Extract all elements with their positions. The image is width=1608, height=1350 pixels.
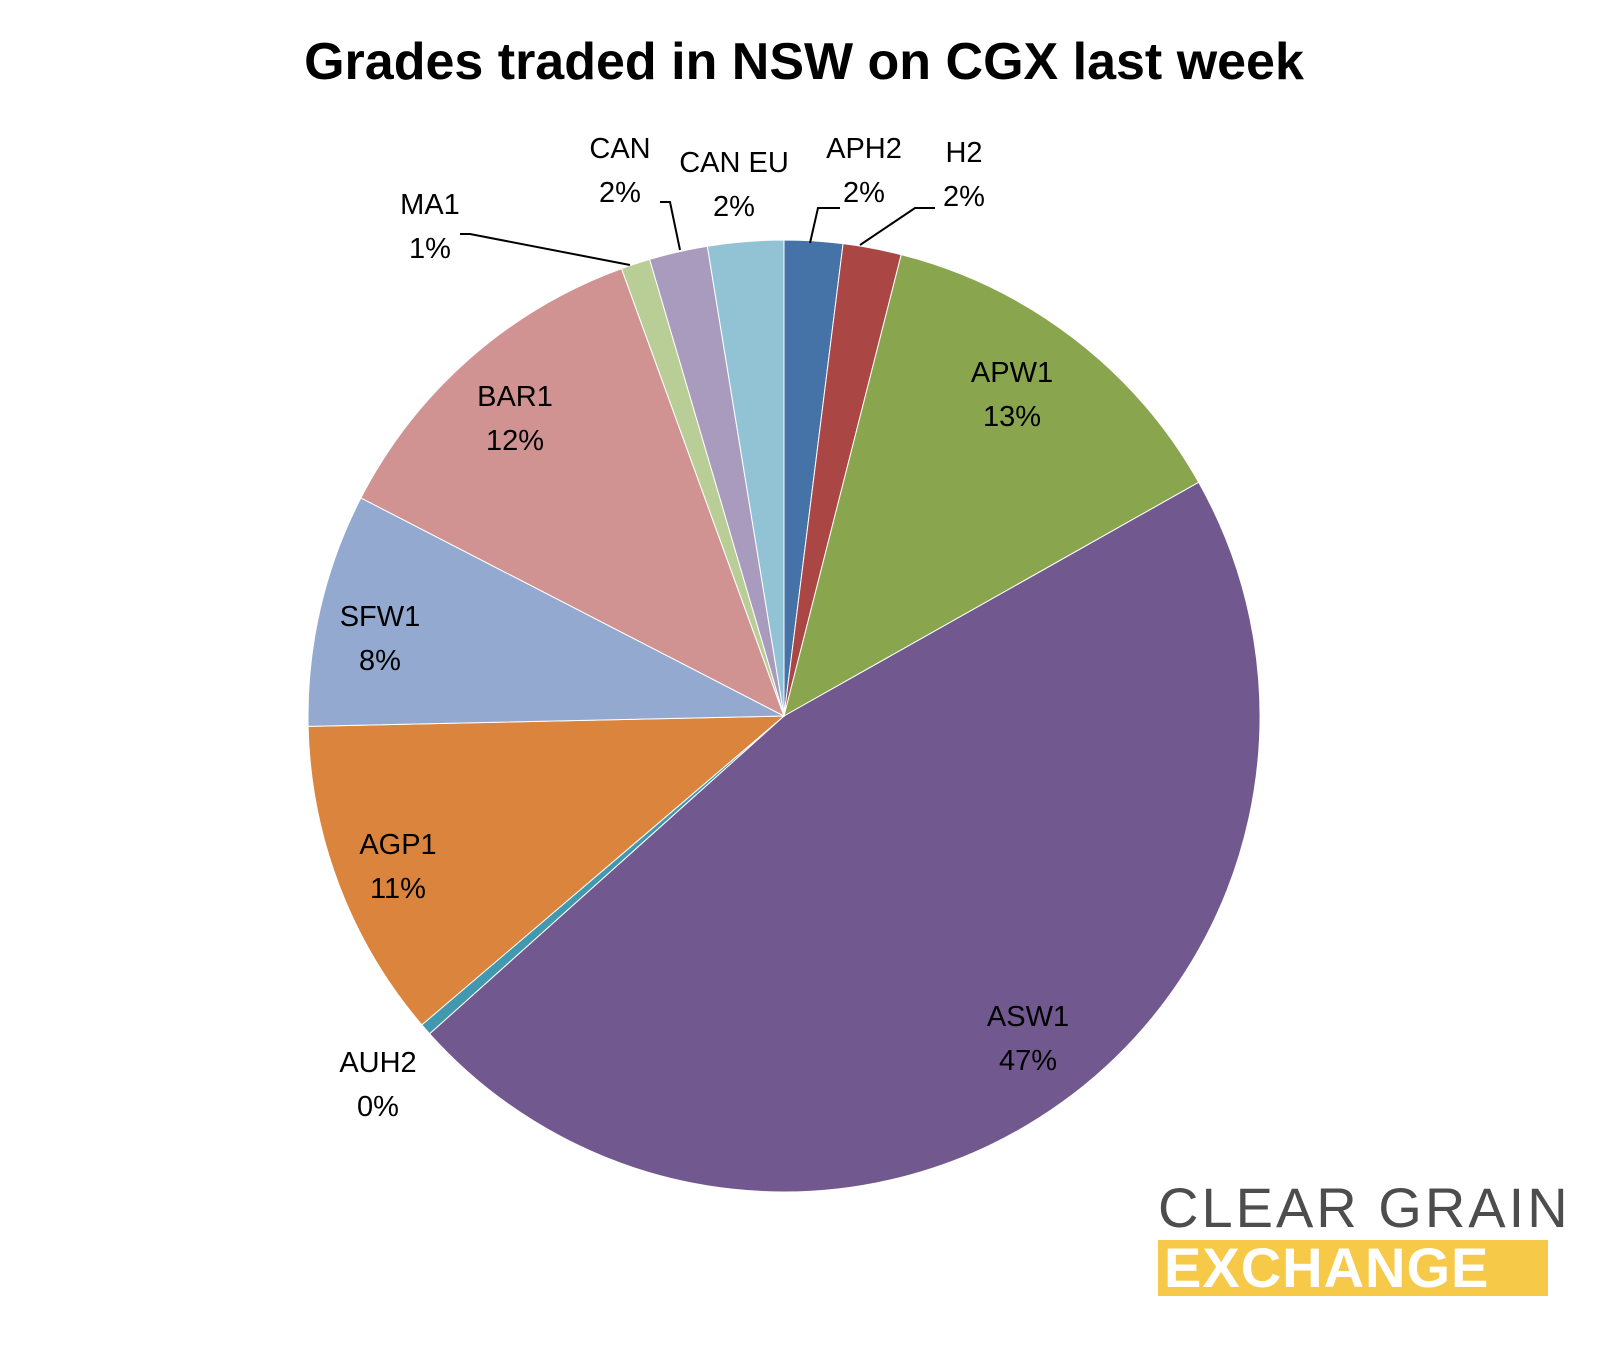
pie-slice-agp1 xyxy=(307,715,786,1026)
chart-title: Grades traded in NSW on CGX last week xyxy=(304,33,1304,91)
slice-label-name: APH2 xyxy=(826,133,902,165)
slice-label-name: AGP1 xyxy=(359,829,436,861)
slice-label-name: CAN xyxy=(589,133,650,165)
leader-line xyxy=(809,207,840,244)
pie-slice-apw1 xyxy=(783,254,1200,718)
leader-lines xyxy=(460,201,935,266)
slice-label-percent: 2% xyxy=(943,181,985,213)
slice-label-percent: 2% xyxy=(713,191,755,223)
slice-label-name: AUH2 xyxy=(339,1047,416,1079)
slice-label-percent: 12% xyxy=(486,425,544,457)
slice-label-name: H2 xyxy=(945,137,982,169)
leader-line xyxy=(660,201,681,251)
slice-label-percent: 11% xyxy=(370,873,426,905)
pie-slices xyxy=(307,239,1261,1193)
slice-label-name: CAN EU xyxy=(679,147,789,179)
pie-slice-bar1 xyxy=(360,267,785,718)
leader-line xyxy=(460,233,631,266)
slice-label-percent: 13% xyxy=(983,401,1041,433)
slice-label-percent: 2% xyxy=(599,177,641,209)
slice-label-percent: 47% xyxy=(999,1045,1057,1077)
slice-label-name: SFW1 xyxy=(340,601,421,633)
slice-label-name: BAR1 xyxy=(477,381,553,413)
pie-slice-asw1 xyxy=(428,481,1261,1193)
leader-line xyxy=(859,207,935,246)
clear-grain-exchange-logo: CLEAR GRAIN EXCHANGE xyxy=(1158,1176,1571,1296)
slice-label-percent: 2% xyxy=(843,177,885,209)
slice-label-percent: 1% xyxy=(409,233,451,265)
pie-slice-sfw1 xyxy=(307,497,785,727)
pie-slice-can-eu xyxy=(706,239,785,717)
slice-labels: APH2 2% H2 2% APW1 13% ASW1 47% AUH2 0% AGP1 11% SFW… xyxy=(339,133,1069,1123)
slice-label-percent: 8% xyxy=(359,645,401,677)
slice-label-name: ASW1 xyxy=(987,1001,1069,1033)
slice-label-name: APW1 xyxy=(971,357,1053,389)
slice-label-percent: 0% xyxy=(357,1091,399,1123)
logo-line-exchange: EXCHANGE xyxy=(1158,1240,1548,1296)
slice-label-name: MA1 xyxy=(400,189,460,221)
logo-line-clear-grain: CLEAR GRAIN xyxy=(1158,1176,1571,1239)
